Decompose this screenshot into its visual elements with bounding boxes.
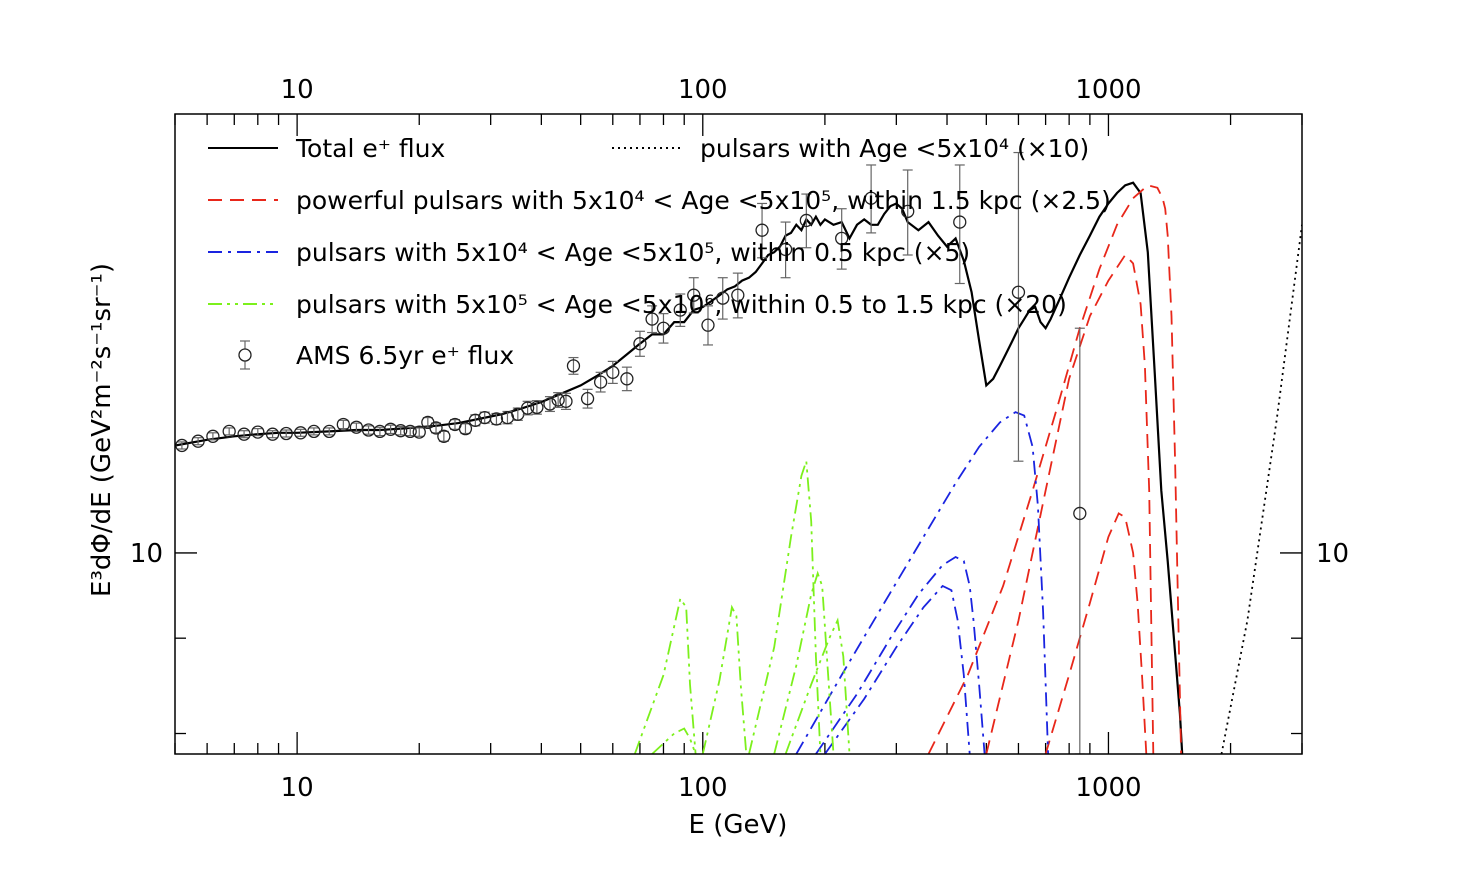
ams-data-point <box>222 424 236 439</box>
ams-data-point <box>373 424 387 439</box>
ams-data-point <box>835 231 849 246</box>
series-1-line <box>1220 224 1302 754</box>
ams-data-point <box>530 400 544 415</box>
legend-label: pulsars with 5x10⁵ < Age <5x10⁶, within … <box>296 290 1067 319</box>
ams-data-point <box>206 429 220 443</box>
ams-data-point <box>520 401 535 415</box>
ams-data-point <box>468 413 482 427</box>
series-4-curve <box>633 596 697 754</box>
ams-data-point <box>606 365 620 379</box>
ams-data-point <box>543 397 557 411</box>
ams-data-point <box>901 204 915 219</box>
ams-data-point <box>458 421 473 436</box>
series-0-line <box>175 181 1184 754</box>
ams-data-point <box>429 421 443 435</box>
legend: Total e⁺ flux pulsars with Age <5x10⁴ (×1… <box>208 134 1111 370</box>
ams-data-point <box>489 412 504 426</box>
series-2-curve <box>985 253 1155 754</box>
plot-area-frame <box>174 113 1303 755</box>
ams-data-point <box>731 288 745 302</box>
ams-data-point <box>336 417 350 432</box>
top-x-tick-label: 1000 <box>1075 75 1141 105</box>
ams-data-point <box>701 318 715 332</box>
legend-label: Total e⁺ flux <box>295 134 445 163</box>
axis-ticks <box>174 114 1303 754</box>
ams-data-point <box>580 391 595 406</box>
ams-data-point <box>412 425 426 439</box>
ams-data-point <box>620 372 634 386</box>
ams-data-point <box>559 394 573 408</box>
series-3-curve <box>824 584 971 754</box>
x-axis-label: E (GeV) <box>689 810 788 840</box>
ams-data-point <box>864 191 878 205</box>
ams-data-point <box>778 242 793 257</box>
ams-data-point <box>383 422 398 436</box>
ams-data-point <box>687 288 701 302</box>
series-3-curve <box>795 411 1049 754</box>
series-3-curve <box>815 555 986 754</box>
ams-data-point <box>403 424 417 439</box>
ams-data-point <box>1073 506 1087 521</box>
ams-data-point <box>755 223 769 237</box>
y-tick-label: 10 <box>130 539 163 569</box>
series-2-curve <box>1044 512 1148 754</box>
series-2-curve <box>927 184 1182 754</box>
ams-data-point <box>645 312 659 326</box>
ams-data-point <box>265 427 280 441</box>
series-4-curve <box>651 727 697 754</box>
x-tick-label: 10 <box>281 773 314 803</box>
ams-data-point <box>191 434 205 448</box>
x-tick-label: 100 <box>678 773 728 803</box>
top-x-tick-label: 10 <box>281 75 314 105</box>
ams-data-point <box>307 424 321 439</box>
ams-data-point <box>175 438 189 453</box>
ams-data-point <box>279 426 293 441</box>
legend-label: pulsars with Age <5x10⁴ (×10) <box>700 134 1089 163</box>
ams-data-point <box>237 427 251 441</box>
ams-data-point <box>953 215 967 229</box>
ams-data-point <box>511 407 525 421</box>
ams-data-point <box>673 303 687 317</box>
ams-data-point <box>251 425 265 439</box>
legend-marker <box>238 348 252 362</box>
ams-data-point <box>293 426 308 440</box>
right-y-tick-label: 10 <box>1316 539 1349 569</box>
legend-label: powerful pulsars with 5x10⁴ < Age <5x10⁵… <box>296 186 1111 215</box>
ams-data-point <box>656 321 671 335</box>
series-4-curve <box>701 604 748 754</box>
ams-data-point <box>633 337 647 351</box>
ams-data-point <box>716 291 730 305</box>
ams-data-point <box>1011 285 1026 299</box>
ams-data-point <box>322 424 336 439</box>
x-tick-label: 1000 <box>1075 773 1141 803</box>
ams-data-point <box>394 424 408 438</box>
legend-label: AMS 6.5yr e⁺ flux <box>296 341 514 370</box>
ams-data-point <box>566 359 581 373</box>
series-layer <box>175 151 1302 754</box>
ams-data-point <box>799 213 813 228</box>
top-x-tick-label: 100 <box>678 75 728 105</box>
series-4-curve <box>748 460 822 754</box>
ams-data-point <box>437 429 451 443</box>
tick-labels: 10 100 1000 10 100 1000 10 10 <box>130 75 1349 803</box>
legend-label: pulsars with 5x10⁴ < Age <5x10⁵, within … <box>296 238 970 267</box>
ams-data-point <box>593 375 608 389</box>
y-axis-label: E³dΦ/dE (GeV²m⁻²s⁻¹sr⁻¹) <box>87 263 117 597</box>
ams-data-point <box>551 393 565 407</box>
series-4-curve <box>773 570 835 754</box>
series-4-curve <box>784 617 851 754</box>
ams-data-point <box>349 420 364 434</box>
